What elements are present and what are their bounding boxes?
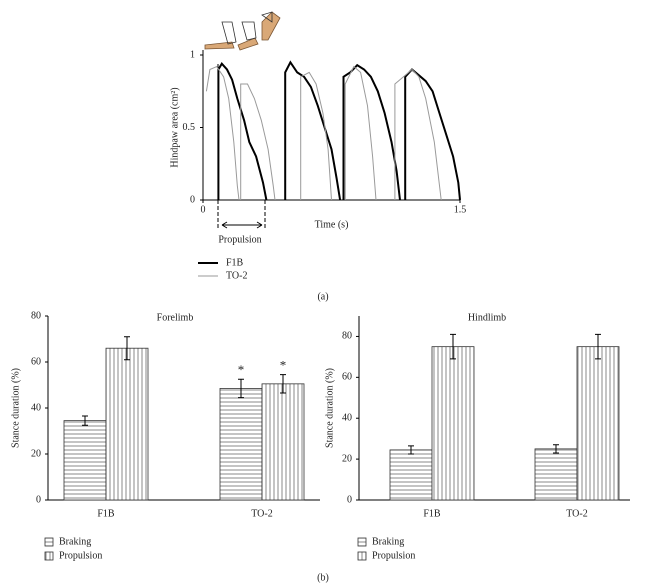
y-axis-label: Hindpaw area (cm²) [169,87,180,167]
trace [205,65,442,201]
error-bar [595,333,601,360]
y-axis-label: Stance duration (%) [10,368,21,448]
legend-label: Braking [372,536,404,547]
y-tick-label: 20 [342,453,352,464]
panel-label: (b) [317,572,329,583]
y-tick-label: 0 [347,494,352,505]
legend-label: Braking [59,536,91,547]
propulsion-arrow [221,221,263,229]
legend-label: F1B [226,257,244,268]
bar [534,448,578,501]
y-tick-label: 80 [31,310,41,321]
legend-swatch [357,537,367,547]
error-bar [280,374,286,394]
y-tick-label: 0 [36,494,41,505]
y-tick-label: 20 [31,448,41,459]
bar [576,346,620,501]
significance-marker: * [238,362,245,377]
legend-swatch [357,551,367,561]
y-tick-label: 40 [342,413,352,424]
error-bar [82,415,88,426]
bar [261,383,305,501]
y-tick-label: 0.5 [183,122,196,133]
y-axis-label: Stance duration (%) [324,368,335,448]
error-bar [124,336,130,361]
y-tick-label: 40 [31,402,41,413]
y-tick-label: 60 [31,356,41,367]
x-tick-label: 0 [201,204,206,215]
x-tick-label: 1.5 [454,204,467,215]
bar [219,388,263,501]
x-tick-label: TO-2 [251,508,272,519]
panel-label: (a) [317,291,328,302]
x-axis-label: Time (s) [315,219,349,230]
legend-label: TO-2 [226,270,247,281]
paw-icons [204,11,281,51]
legend-label: Propulsion [59,550,102,561]
bar [431,346,475,501]
legend-swatch [44,537,54,547]
chart-title: Forelimb [157,312,194,323]
legend-swatch [44,551,54,561]
error-bar [238,378,244,399]
y-tick-label: 1 [190,49,195,60]
bar [105,347,149,501]
x-tick-label: TO-2 [566,508,587,519]
significance-marker: * [280,358,287,373]
x-tick-label: F1B [97,508,115,519]
chart-title: Hindlimb [468,312,506,323]
x-tick-label: F1B [423,508,441,519]
error-bar [408,445,414,455]
y-tick-label: 60 [342,372,352,383]
error-bar [553,444,559,454]
bar [63,420,107,501]
error-bar [450,333,456,360]
annotation: Propulsion [218,234,261,245]
y-tick-label: 0 [190,194,195,205]
legend-label: Propulsion [372,550,415,561]
bar [389,449,433,501]
y-tick-label: 80 [342,331,352,342]
trace [217,60,461,201]
